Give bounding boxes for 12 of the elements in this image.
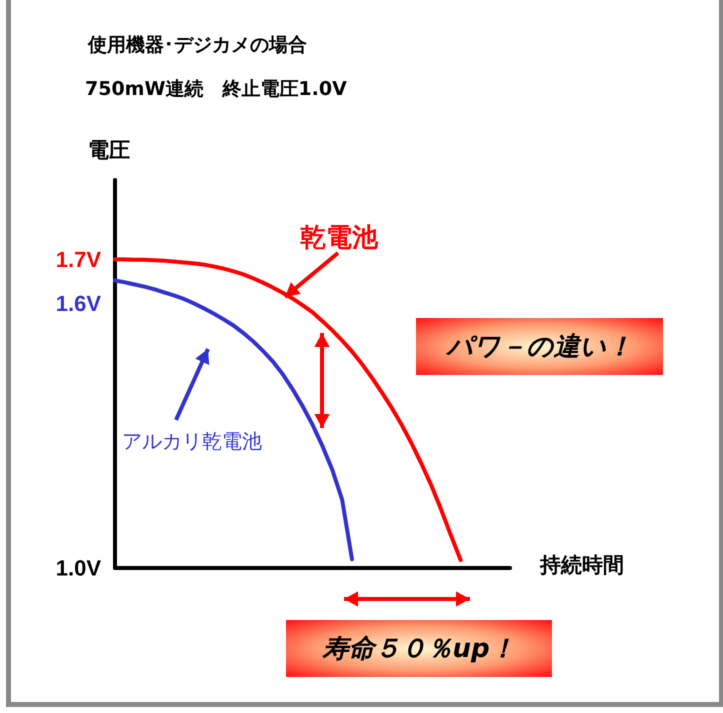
chart-title: 使用機器･デジカメの場合 [88,33,307,58]
chart-subtitle: 750mW連続 終止電圧1.0V [85,77,347,102]
x-axis-title: 持続時間 [540,552,624,579]
text: アルカリ乾電池 [122,428,262,455]
text: 寿命５０％up！ [286,620,552,677]
annotation: パワ－の違い！ [416,318,663,375]
y-axis-title: 電圧 [88,137,130,164]
series-label: 乾電池 [300,222,378,255]
line-series [113,278,354,562]
y-tick-label: 1.0V [56,556,102,580]
y-tick-label: 1.7V [56,246,102,272]
y-tick-label: 1.6V [56,290,102,316]
